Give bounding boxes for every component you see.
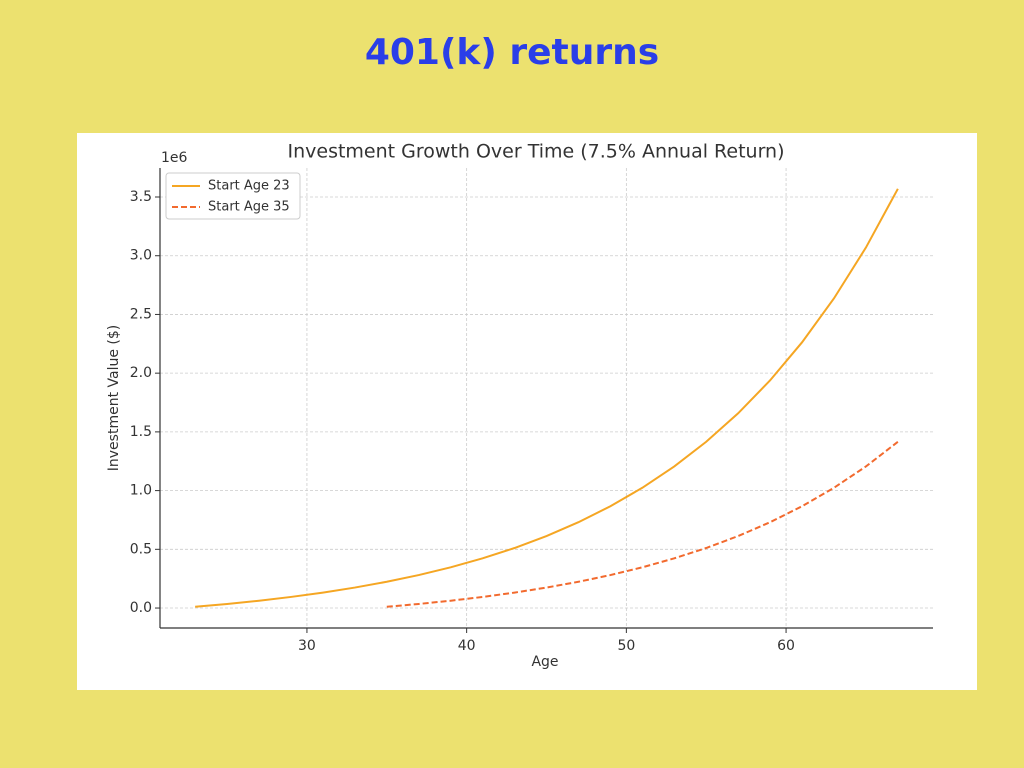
chart: Investment Growth Over Time (7.5% Annual…: [106, 141, 933, 670]
x-axis-label: Age: [531, 654, 558, 670]
x-tick-label: 50: [617, 638, 635, 654]
y-tick-label: 2.5: [130, 306, 152, 322]
series-line: [195, 188, 899, 608]
chart-title: Investment Growth Over Time (7.5% Annual…: [287, 141, 784, 163]
y-tick-label: 0.0: [130, 600, 152, 616]
legend-label: Start Age 35: [208, 200, 290, 215]
page-title: 401(k) returns: [364, 32, 660, 73]
y-tick-label: 2.0: [130, 365, 152, 381]
y-tick-label: 3.5: [130, 189, 152, 205]
legend-label: Start Age 23: [208, 179, 290, 194]
x-tick-label: 60: [777, 638, 795, 654]
legend: Start Age 23 Start Age 35: [165, 172, 301, 220]
chart-panel: Investment Growth Over Time (7.5% Annual…: [77, 133, 977, 690]
y-tick-label: 0.5: [130, 541, 152, 557]
y-tick-label: 1.0: [130, 483, 152, 499]
y-tick-label: 3.0: [130, 248, 152, 264]
x-tick-label: 40: [458, 638, 476, 654]
y-offset-label: 1e6: [161, 150, 188, 166]
y-tick-label: 1.5: [130, 424, 152, 440]
y-axis-label: Investment Value ($): [106, 325, 122, 471]
x-tick-label: 30: [298, 638, 316, 654]
series-line: [386, 440, 899, 608]
